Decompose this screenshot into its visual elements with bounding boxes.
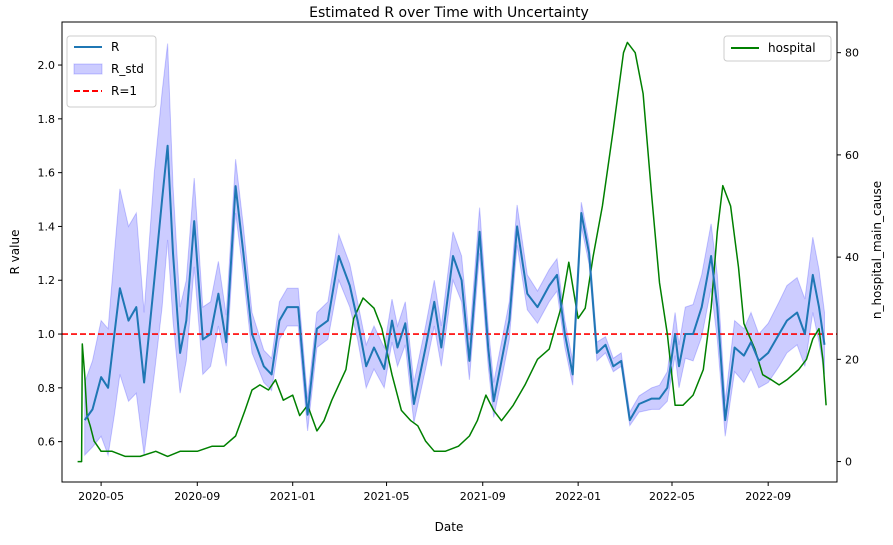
y-tick-label: 1.2 xyxy=(38,274,56,287)
series-hospital-line xyxy=(77,41,827,463)
x-tick-label: 2022-09 xyxy=(745,490,791,503)
y2-tick-label: 80 xyxy=(845,47,859,60)
y2-tick-label: 0 xyxy=(845,456,852,469)
legend-r-std-label: R_std xyxy=(111,62,144,76)
legend-left: R R_std R=1 xyxy=(66,35,157,108)
y-axis-label: R value xyxy=(8,230,22,275)
x-axis-label: Date xyxy=(435,520,464,534)
x-tick-label: 2021-09 xyxy=(460,490,506,503)
y2-tick-label: 20 xyxy=(845,353,859,366)
series-r-line xyxy=(83,144,826,422)
x-tick-label: 2021-01 xyxy=(270,490,316,503)
y-tick-label: 1.6 xyxy=(38,167,56,180)
y-axis-ticks: 0.6 0.8 1.0 1.2 1.4 1.6 1.8 2.0 xyxy=(38,59,62,449)
hospital-line-layer xyxy=(77,41,827,463)
legend-r-label: R xyxy=(111,40,119,54)
y-tick-label: 1.8 xyxy=(38,113,56,126)
legend-hospital-label: hospital xyxy=(768,41,816,55)
legend-r1-label: R=1 xyxy=(111,84,137,98)
x-tick-label: 2022-01 xyxy=(555,490,601,503)
y-tick-label: 0.6 xyxy=(38,436,56,449)
legend-right-box xyxy=(723,35,832,62)
x-tick-label: 2022-05 xyxy=(649,490,695,503)
legend-right: hospital xyxy=(723,35,832,62)
y2-tick-label: 60 xyxy=(845,149,859,162)
y2-axis-ticks: 0 20 40 60 80 xyxy=(837,47,859,469)
x-tick-label: 2020-05 xyxy=(78,490,124,503)
r-line-layer xyxy=(83,144,826,422)
y-tick-label: 2.0 xyxy=(38,59,56,72)
plot-frame xyxy=(61,21,838,483)
legend-r-std-swatch xyxy=(73,63,103,75)
chart-title: Estimated R over Time with Uncertainty xyxy=(309,5,589,21)
y2-axis-label: n_hospital_main_cause xyxy=(870,181,884,319)
x-axis-ticks: 2020-05 2020-09 2021-01 2021-05 2021-09 2022-… xyxy=(78,482,791,503)
y-tick-label: 1.0 xyxy=(38,328,56,341)
x-tick-label: 2020-09 xyxy=(174,490,220,503)
x-tick-label: 2021-05 xyxy=(364,490,410,503)
legend-left-box xyxy=(66,35,157,108)
y2-tick-label: 40 xyxy=(845,251,859,264)
y-tick-label: 0.8 xyxy=(38,382,56,395)
y-tick-label: 1.4 xyxy=(38,220,56,233)
